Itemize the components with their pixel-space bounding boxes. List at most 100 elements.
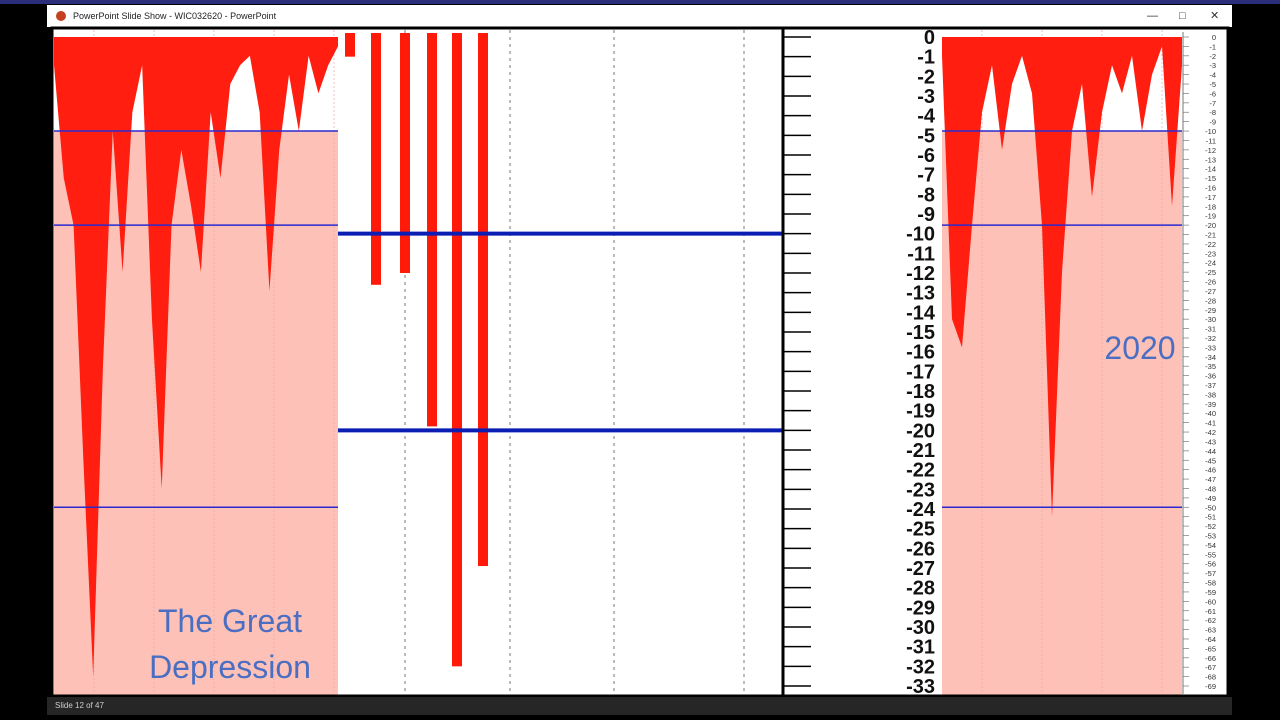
y-tick-label: -4 — [1209, 71, 1216, 80]
y-tick-label: -32 — [1205, 334, 1216, 343]
y-tick-label: -10 — [1205, 127, 1216, 136]
y-tick-label: -25 — [906, 519, 935, 541]
y-tick-label: -62 — [1205, 616, 1216, 625]
window-title: PowerPoint Slide Show - WIC032620 - Powe… — [73, 11, 277, 21]
y-tick-label: -12 — [1205, 146, 1216, 155]
y-tick-label: -65 — [1205, 644, 1216, 653]
y-tick-label: -38 — [1205, 390, 1216, 399]
y-tick-label: -23 — [1205, 249, 1216, 258]
slide-counter: Slide 12 of 47 — [55, 701, 104, 710]
y-tick-label: -7 — [1209, 99, 1216, 108]
y-tick-label: -69 — [1205, 682, 1216, 691]
y-tick-label: -33 — [1205, 343, 1216, 352]
y-tick-label: 0 — [1212, 33, 1216, 42]
y-tick-label: -24 — [1205, 259, 1216, 268]
drawdown-area — [942, 37, 1182, 517]
y-tick-label: -9 — [917, 204, 935, 226]
slide-border — [50, 26, 1230, 698]
y-tick-label: -66 — [1205, 654, 1216, 663]
y-tick-label: -36 — [1205, 372, 1216, 381]
y-tick-label: -2 — [917, 66, 935, 88]
y-tick-label: -9 — [1209, 118, 1216, 127]
maximize-button[interactable]: □ — [1179, 10, 1186, 22]
close-button[interactable]: ✕ — [1210, 10, 1220, 22]
y-tick-label: -19 — [906, 401, 935, 423]
y-tick-label: -60 — [1205, 597, 1216, 606]
y-tick-label: -61 — [1205, 607, 1216, 616]
y-tick-label: -20 — [906, 420, 935, 442]
y-tick-label: -59 — [1205, 588, 1216, 597]
status-bar: Slide 12 of 47 — [47, 697, 1232, 715]
y-tick-label: -16 — [1205, 183, 1216, 192]
y-tick-label: -15 — [906, 322, 935, 344]
y-tick-label: -6 — [1209, 89, 1216, 98]
y-tick-label: -30 — [1205, 315, 1216, 324]
y-tick-label: -8 — [917, 184, 935, 206]
y-tick-label: -19 — [1205, 212, 1216, 221]
y-tick-label: -29 — [906, 597, 935, 619]
y-tick-label: -14 — [906, 302, 936, 324]
y-tick-label: -2 — [1209, 52, 1216, 61]
y-tick-label: -32 — [906, 656, 935, 678]
y-tick-label: -47 — [1205, 475, 1216, 484]
y-tick-label: -18 — [1205, 202, 1216, 211]
y-tick-label: -58 — [1205, 579, 1216, 588]
y-tick-label: -27 — [1205, 287, 1216, 296]
y-tick-label: -3 — [1209, 61, 1216, 70]
y-tick-label: -48 — [1205, 484, 1216, 493]
y-tick-label: -33 — [906, 676, 935, 698]
y-tick-label: -26 — [1205, 278, 1216, 287]
y-tick-label: -46 — [1205, 466, 1216, 475]
window-border — [0, 0, 1280, 4]
y-tick-label: -28 — [906, 578, 935, 600]
y-tick-label: -54 — [1205, 541, 1216, 550]
y-tick-label: -35 — [1205, 362, 1216, 371]
title-bar: PowerPoint Slide Show - WIC032620 - Powe… — [47, 5, 1232, 27]
y-tick-label: -37 — [1205, 381, 1216, 390]
y-tick-label: -5 — [1209, 80, 1216, 89]
y-tick-label: -64 — [1205, 635, 1216, 644]
y-tick-label: -29 — [1205, 306, 1216, 315]
y-tick-label: -13 — [1205, 155, 1216, 164]
y-tick-label: -30 — [906, 617, 935, 639]
y-tick-label: -26 — [906, 538, 935, 560]
y-tick-label: -15 — [1205, 174, 1216, 183]
y-tick-label: -31 — [906, 637, 935, 659]
y-tick-label: -12 — [906, 263, 935, 285]
y-tick-label: -18 — [906, 381, 935, 403]
y-tick-label: -22 — [906, 460, 935, 482]
y-tick-label: -45 — [1205, 456, 1216, 465]
y-tick-label: -13 — [906, 283, 935, 305]
y-tick-label: -51 — [1205, 513, 1216, 522]
y-tick-label: -42 — [1205, 428, 1216, 437]
y-tick-label: -28 — [1205, 296, 1216, 305]
y-tick-label: -57 — [1205, 569, 1216, 578]
drawdown-area — [54, 37, 338, 677]
y-tick-label: -50 — [1205, 503, 1216, 512]
bar — [371, 33, 381, 285]
y-tick-label: -22 — [1205, 240, 1216, 249]
annotation: 2020 — [1104, 330, 1176, 366]
y-tick-label: -4 — [917, 106, 936, 128]
y-tick-label: -53 — [1205, 532, 1216, 541]
y-tick-label: -21 — [906, 440, 935, 462]
y-tick-label: -14 — [1205, 165, 1216, 174]
minimize-button[interactable]: — — [1147, 10, 1158, 22]
y-tick-label: -31 — [1205, 325, 1216, 334]
y-tick-label: -41 — [1205, 419, 1216, 428]
y-tick-label: -6 — [917, 145, 935, 167]
y-tick-label: -25 — [1205, 268, 1216, 277]
y-tick-label: -68 — [1205, 673, 1216, 682]
y-tick-label: -56 — [1205, 560, 1216, 569]
y-tick-label: -43 — [1205, 437, 1216, 446]
y-tick-label: -20 — [1205, 221, 1216, 230]
y-tick-label: -34 — [1205, 353, 1216, 362]
y-tick-label: -3 — [917, 86, 935, 108]
y-tick-label: -11 — [1206, 136, 1216, 145]
y-tick-label: -44 — [1205, 447, 1216, 456]
y-tick-label: -21 — [1205, 231, 1216, 240]
y-tick-label: -27 — [906, 558, 935, 580]
annotation: The Great Depression — [149, 603, 311, 685]
y-tick-label: -1 — [1209, 42, 1216, 51]
